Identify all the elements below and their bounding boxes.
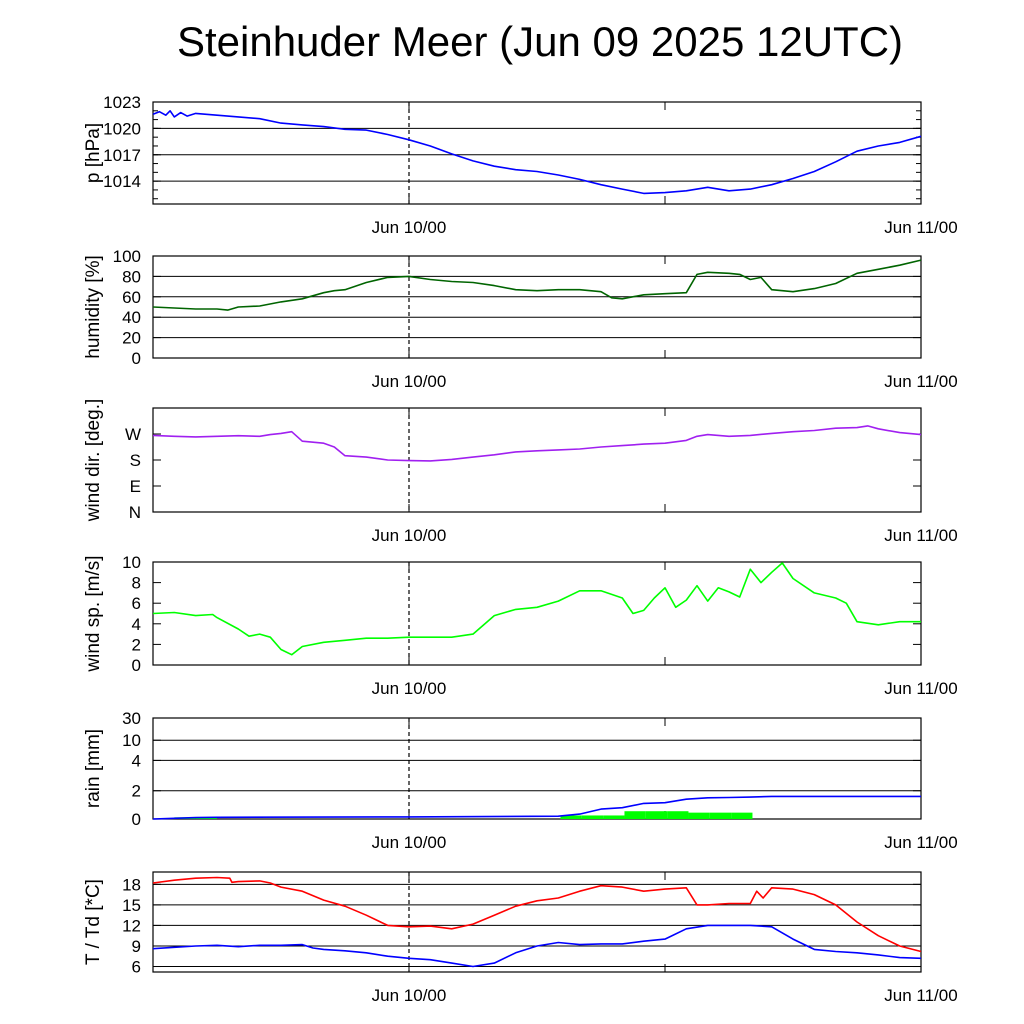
y-tick-label: 8 [132,574,141,593]
panel-frame [152,255,922,359]
x-tick-label: Jun 10/00 [372,679,447,698]
rain-bar [731,812,753,819]
y-tick-label: 9 [132,937,141,956]
y-axis-label: p [hPa] [83,123,104,183]
y-tick-label: 60 [122,288,141,307]
rain-bar [688,812,710,819]
series-line [152,259,922,311]
y-tick-label: 2 [132,635,141,654]
series-line [152,795,921,820]
x-tick-label: Jun 10/00 [372,372,447,391]
rain-bar [624,811,646,819]
panel-frame [152,561,922,666]
y-tick-label: 0 [132,656,141,675]
y-tick-label: 1017 [103,146,141,165]
y-axis-label: humidity [%] [83,255,104,358]
y-tick-label: E [130,477,141,496]
y-axis-label: T / Td [*C] [83,879,104,965]
series-line [152,425,922,462]
y-tick-label: 30 [122,709,141,728]
panel-frame [152,871,922,973]
series-line [152,924,922,968]
rain-bar [667,811,689,819]
y-tick-label: 40 [122,308,141,327]
y-tick-label: 10 [122,553,141,572]
rain-bar [603,815,625,819]
y-tick-label: W [125,425,141,444]
chart-title: Steinhuder Meer (Jun 09 2025 12UTC) [176,18,904,65]
y-tick-label: N [129,503,141,522]
y-tick-label: 1020 [103,119,141,138]
y-tick-label: 4 [132,751,141,770]
panel-frame [152,101,922,205]
y-tick-label: 1014 [103,172,141,191]
rain-bar [581,815,604,819]
y-tick-label: 6 [132,958,141,977]
y-tick-label: 0 [132,349,141,368]
x-tick-label: Jun 11/00 [884,679,957,698]
series-line [152,876,922,953]
y-axis-label: rain [mm] [83,729,104,808]
x-tick-label: Jun 11/00 [884,526,957,545]
y-tick-label: 6 [132,594,141,613]
panel-frame [152,717,922,820]
y-axis-label: wind dir. [deg.] [83,399,104,523]
rain-bar [709,812,732,819]
panel-frame [152,407,922,513]
y-tick-label: 20 [122,329,141,348]
series-line [152,562,921,656]
y-tick-label: 1023 [103,93,141,112]
x-tick-label: Jun 11/00 [884,986,957,1005]
x-tick-label: Jun 11/00 [884,833,957,852]
y-tick-label: 0 [132,810,141,829]
y-axis-label: wind sp. [m/s] [83,555,104,672]
rain-bar [560,815,582,819]
y-tick-label: 4 [132,615,141,634]
y-tick-label: S [130,451,141,470]
x-tick-label: Jun 11/00 [884,218,957,237]
x-tick-label: Jun 10/00 [372,833,447,852]
x-tick-label: Jun 11/00 [884,372,957,391]
rain-bar [645,811,668,819]
y-tick-label: 2 [132,782,141,801]
y-tick-label: 10 [122,731,141,750]
y-tick-label: 100 [113,247,141,266]
series-line [152,110,922,195]
x-tick-label: Jun 10/00 [372,986,447,1005]
y-tick-label: 15 [122,896,141,915]
y-tick-label: 80 [122,267,141,286]
y-tick-label: 18 [122,875,141,894]
x-tick-label: Jun 10/00 [372,218,447,237]
x-tick-label: Jun 10/00 [372,526,447,545]
y-tick-label: 12 [122,916,141,935]
